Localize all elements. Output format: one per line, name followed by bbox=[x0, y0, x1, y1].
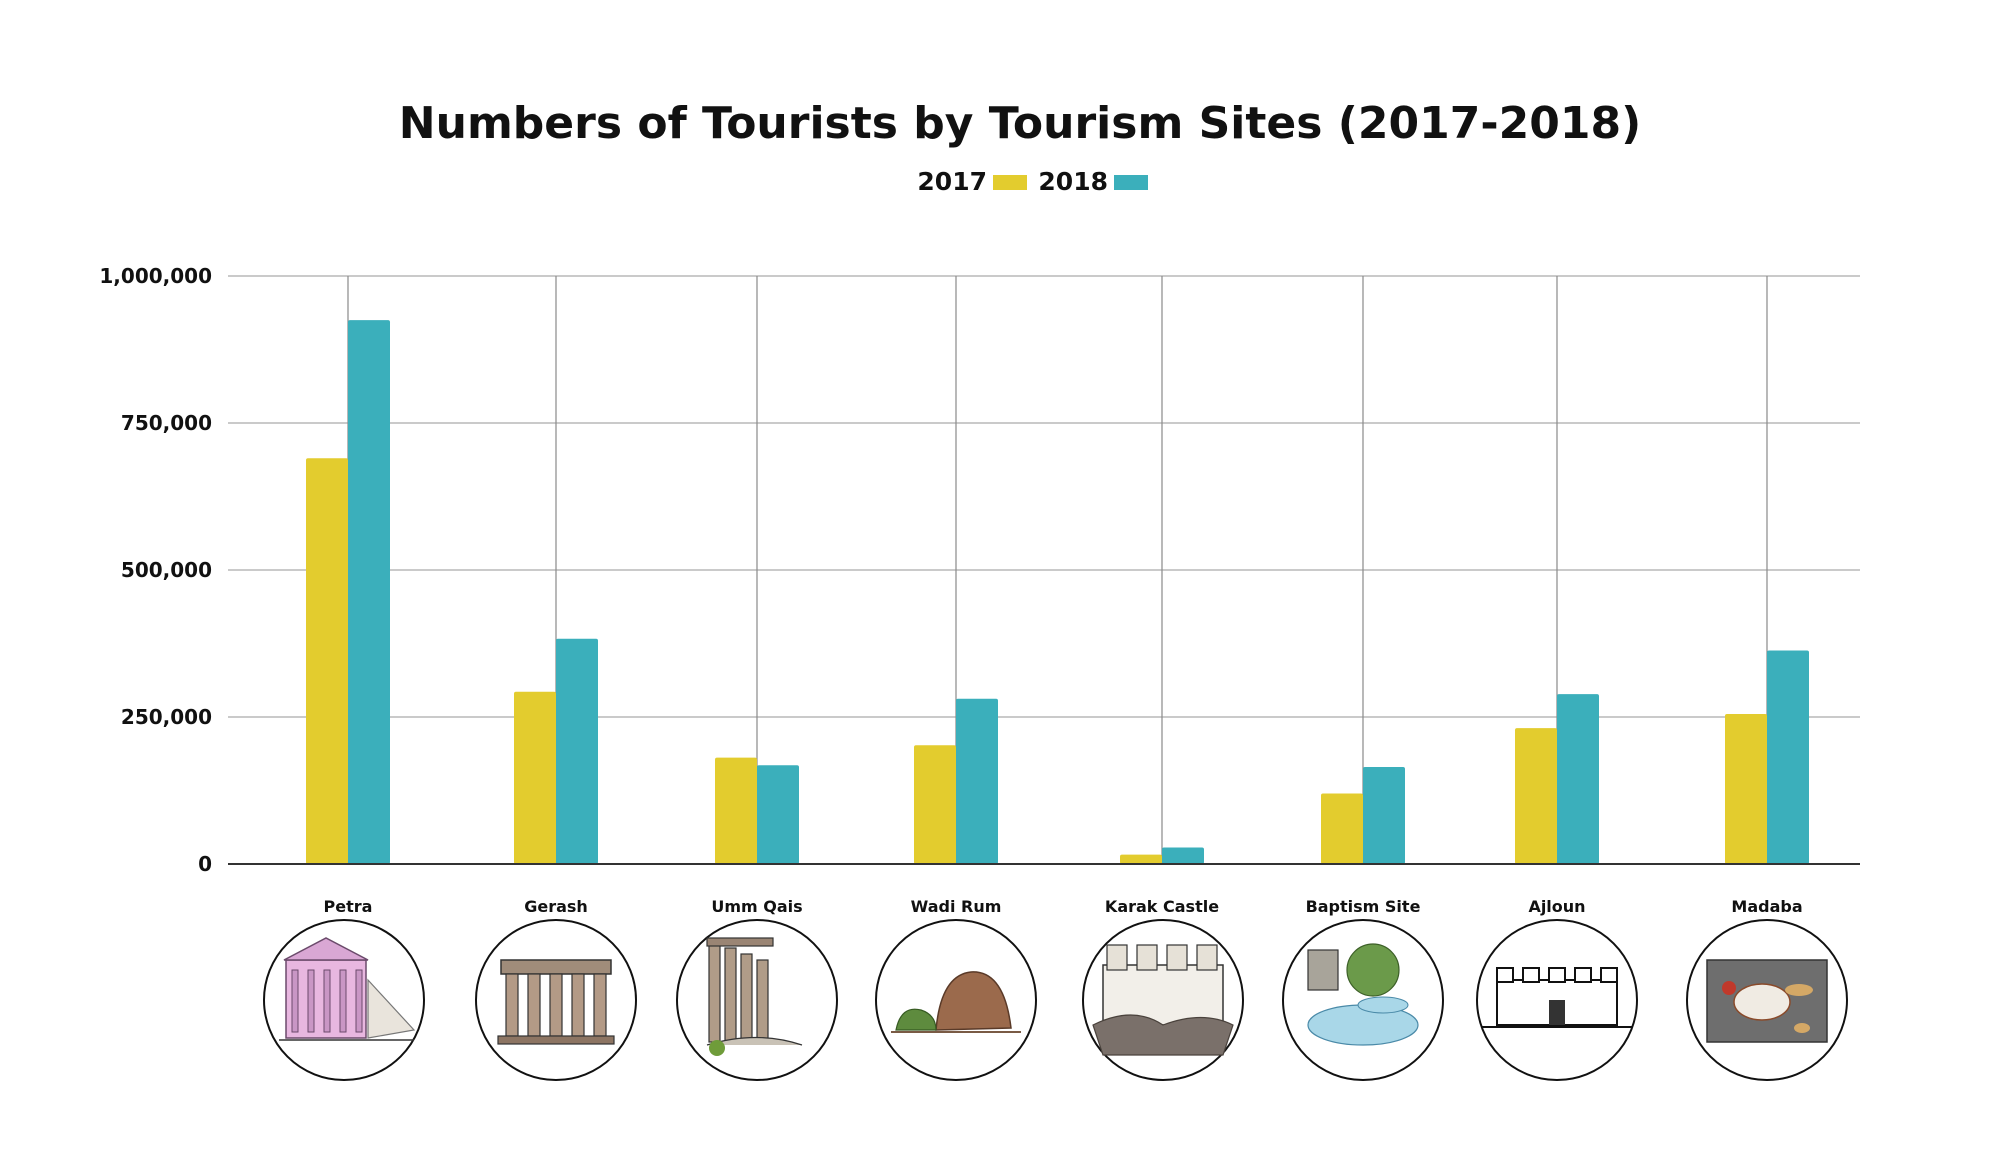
y-tick-label: 1,000,000 bbox=[99, 264, 212, 288]
x-tick-label: Gerash bbox=[524, 897, 588, 916]
x-tick-label: Madaba bbox=[1731, 897, 1802, 916]
umm-qais-columns-icon bbox=[676, 919, 838, 1081]
bar-2018-baptism-site bbox=[1363, 766, 1405, 864]
chart-title: Numbers of Tourists by Tourism Sites (20… bbox=[399, 98, 1641, 149]
legend-label-2018: 2018 bbox=[1038, 167, 1108, 196]
bar-2017-gerash bbox=[514, 691, 556, 864]
bar-2018-ajloun bbox=[1557, 694, 1599, 864]
bar-2017-umm-qais bbox=[715, 757, 757, 864]
wadi-rum-rocks-icon bbox=[875, 919, 1037, 1081]
bar-2018-karak-castle bbox=[1162, 847, 1204, 864]
y-tick-label: 750,000 bbox=[121, 411, 212, 435]
y-tick-label: 500,000 bbox=[121, 558, 212, 582]
legend-swatch-2017 bbox=[993, 175, 1027, 190]
bar-2018-madaba bbox=[1767, 650, 1809, 864]
y-tick-label: 0 bbox=[198, 852, 212, 876]
ajloun-castle-icon bbox=[1476, 919, 1638, 1081]
bar-2018-umm-qais bbox=[757, 765, 799, 864]
legend-swatch-2018 bbox=[1114, 175, 1148, 190]
bar-2018-wadi-rum bbox=[956, 698, 998, 864]
bar-2017-wadi-rum bbox=[914, 745, 956, 864]
bar-2018-gerash bbox=[556, 638, 598, 864]
y-tick-label: 250,000 bbox=[121, 705, 212, 729]
x-tick-label: Wadi Rum bbox=[911, 897, 1002, 916]
gerash-columns-icon bbox=[475, 919, 637, 1081]
baptism-site-icon bbox=[1282, 919, 1444, 1081]
bar-2017-ajloun bbox=[1515, 728, 1557, 864]
x-tick-label: Petra bbox=[324, 897, 373, 916]
bar-2017-petra bbox=[306, 458, 348, 864]
legend: 2017 2018 bbox=[917, 167, 1148, 196]
bar-2018-petra bbox=[348, 320, 390, 865]
bar-2017-baptism-site bbox=[1321, 793, 1363, 864]
bar-2017-madaba bbox=[1725, 714, 1767, 864]
x-tick-label: Umm Qais bbox=[711, 897, 802, 916]
x-tick-label: Baptism Site bbox=[1306, 897, 1421, 916]
site-illustrations bbox=[263, 919, 1848, 1081]
bar-2017-karak-castle bbox=[1120, 854, 1162, 864]
legend-label-2017: 2017 bbox=[917, 167, 987, 196]
x-axis: Petra Gerash Umm Qais Wadi Rum Karak Castle B… bbox=[324, 897, 1803, 916]
x-tick-label: Ajloun bbox=[1528, 897, 1585, 916]
bars bbox=[306, 320, 1809, 865]
madaba-mosaic-icon bbox=[1686, 919, 1848, 1081]
gridlines bbox=[228, 275, 1860, 864]
karak-castle-icon bbox=[1082, 919, 1244, 1081]
x-tick-label: Karak Castle bbox=[1105, 897, 1219, 916]
y-axis: 0 250,000 500,000 750,000 1,000,000 bbox=[99, 264, 212, 876]
petra-treasury-icon bbox=[263, 919, 425, 1081]
